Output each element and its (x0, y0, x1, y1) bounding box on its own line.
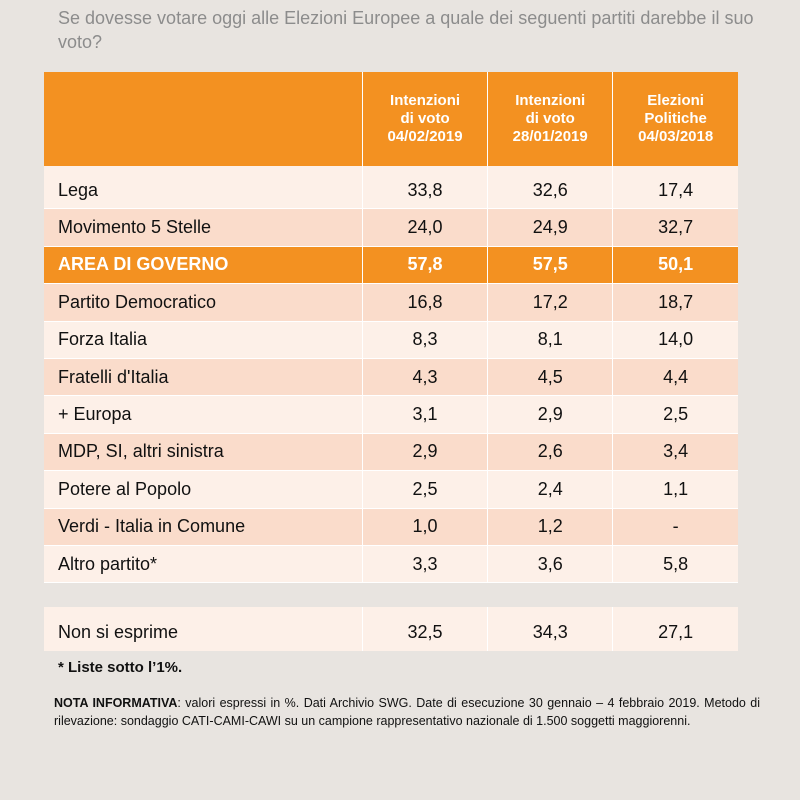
nse-value-0: 32,5 (361, 613, 488, 652)
nse-row: Non si esprime 32,5 34,3 27,1 (44, 613, 738, 652)
value-cell: 4,3 (361, 358, 488, 397)
value-cell: 4,5 (487, 358, 613, 397)
header-col-0-line3: 04/02/2019 (387, 128, 463, 145)
table-row: AREA DI GOVERNO 57,8 57,5 50,1 (44, 246, 738, 285)
header-party (44, 72, 363, 166)
header-col-1-line2: di voto (525, 110, 575, 127)
value-cell: 24,0 (361, 208, 488, 247)
value-cell: 2,5 (612, 395, 738, 434)
value-cell: 50,1 (612, 246, 738, 285)
value-cell: 8,3 (361, 321, 488, 359)
value-cell: 8,1 (487, 321, 613, 359)
value-cell: 32,7 (612, 208, 738, 247)
header-col-2-line3: 04/03/2018 (638, 128, 714, 145)
header-col-1-line3: 28/01/2019 (512, 128, 588, 145)
value-cell: 4,4 (612, 358, 738, 397)
value-cell: 33,8 (361, 172, 488, 210)
header-col-1: Intenzioni di voto 28/01/2019 (487, 72, 613, 166)
party-name: Fratelli d'Italia (44, 358, 363, 397)
party-name: + Europa (44, 395, 363, 434)
party-name: AREA DI GOVERNO (44, 246, 363, 285)
value-cell: 5,8 (612, 545, 738, 584)
header-col-2-line1: Elezioni (647, 92, 704, 109)
value-cell: 3,1 (361, 395, 488, 434)
value-cell: 3,6 (487, 545, 613, 584)
party-name: Lega (44, 172, 363, 210)
value-cell: 3,4 (612, 433, 738, 472)
table-row: Altro partito* 3,3 3,6 5,8 (44, 545, 738, 584)
header-col-0-line2: di voto (400, 110, 450, 127)
nota-label: NOTA INFORMATIVA (54, 696, 178, 710)
table-row: Fratelli d'Italia 4,3 4,5 4,4 (44, 358, 738, 397)
table-row: Partito Democratico 16,8 17,2 18,7 (44, 283, 738, 322)
table-spacer-row (44, 166, 738, 172)
value-cell: 57,5 (487, 246, 613, 285)
value-cell: 14,0 (612, 321, 738, 359)
nse-value-1: 34,3 (487, 613, 613, 652)
value-cell: 2,4 (487, 470, 613, 509)
table-row: Verdi - Italia in Comune 1,0 1,2- (44, 508, 738, 546)
nse-spacer-row (44, 607, 738, 614)
nse-value-2: 27,1 (612, 613, 738, 652)
footnote: * Liste sotto l’1%. (58, 659, 183, 676)
non-si-esprime-table: Non si esprime 32,5 34,3 27,1 (44, 607, 738, 652)
party-name: Movimento 5 Stelle (44, 208, 363, 247)
table-row: Forza Italia 8,3 8,1 14,0 (44, 321, 738, 359)
party-name: MDP, SI, altri sinistra (44, 433, 363, 472)
value-cell: 2,6 (487, 433, 613, 472)
value-cell: 2,9 (361, 433, 488, 472)
value-cell: 1,0 (361, 508, 488, 546)
table-row: Lega 33,8 32,6 17,4 (44, 172, 738, 210)
value-cell: 32,6 (487, 172, 613, 210)
survey-question: Se dovesse votare oggi alle Elezioni Eur… (58, 8, 754, 52)
nse-label: Non si esprime (44, 613, 363, 652)
value-cell: 17,4 (612, 172, 738, 210)
header-col-1-line1: Intenzioni (515, 92, 586, 109)
party-name: Verdi - Italia in Comune (44, 508, 363, 546)
value-cell: 16,8 (361, 283, 488, 322)
results-table-wrapper: Intenzioni di voto 04/02/2019 Intenzioni… (44, 72, 738, 652)
value-cell: 1,2 (487, 508, 613, 546)
value-cell: 17,2 (487, 283, 613, 322)
table-row: MDP, SI, altri sinistra 2,9 2,6 3,4 (44, 433, 738, 472)
table-header-row: Intenzioni di voto 04/02/2019 Intenzioni… (44, 72, 738, 166)
table-row: + Europa 3,1 2,9 2,5 (44, 395, 738, 434)
value-cell: 18,7 (612, 283, 738, 322)
table-body: Lega 33,8 32,6 17,4 Movimento 5 Stelle 24,0 24… (44, 166, 738, 584)
value-cell: 2,9 (487, 395, 613, 434)
party-name: Partito Democratico (44, 283, 363, 322)
party-name: Potere al Popolo (44, 470, 363, 509)
table-row: Movimento 5 Stelle 24,0 24,9 32,7 (44, 208, 738, 247)
header-col-0-line1: Intenzioni (390, 92, 461, 109)
table-row: Potere al Popolo 2,5 2,4 1,1 (44, 470, 738, 509)
party-name: Forza Italia (44, 321, 363, 359)
results-table: Intenzioni di voto 04/02/2019 Intenzioni… (44, 72, 738, 584)
nota-text: : valori espressi in %. Dati Archivio SW… (54, 696, 761, 728)
party-name: Altro partito* (44, 545, 363, 584)
value-cell: 1,1 (612, 470, 738, 509)
header-col-0: Intenzioni di voto 04/02/2019 (361, 72, 488, 166)
value-cell: 2,5 (361, 470, 488, 509)
header-col-2-line2: Politiche (644, 110, 707, 127)
header-col-2: Elezioni Politiche 04/03/2018 (612, 72, 738, 166)
value-cell: 3,3 (361, 545, 488, 584)
nota-informativa: NOTA INFORMATIVA: valori espressi in %. … (54, 694, 760, 730)
value-cell: 24,9 (487, 208, 613, 247)
value-cell: 57,8 (361, 246, 488, 285)
value-cell: - (612, 508, 738, 546)
table-gap (44, 583, 738, 607)
